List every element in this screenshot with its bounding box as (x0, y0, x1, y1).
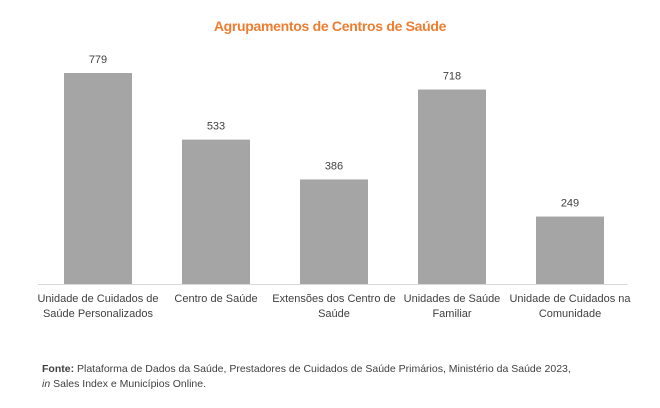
data-label: 779 (89, 54, 107, 66)
source-text-2: Sales Index e Municípios Online. (50, 378, 207, 390)
data-label: 718 (443, 71, 461, 83)
source-note: Fonte: Plataforma de Dados da Saúde, Pre… (42, 362, 571, 392)
category-label: Extensões dos Centro de Saúde (272, 293, 396, 320)
source-in: in (42, 378, 51, 390)
source-label: Fonte: (42, 363, 75, 375)
bar (536, 216, 604, 284)
data-label: 249 (561, 198, 579, 210)
source-text: Plataforma de Dados da Saúde, Prestadore… (74, 363, 571, 375)
bar (300, 179, 368, 284)
category-label: Unidade de Cuidados de Saúde Personaliza… (37, 293, 159, 320)
bar (418, 89, 486, 284)
bar (64, 73, 132, 284)
data-label: 533 (207, 121, 225, 133)
chart-title: Agrupamentos de Centros de Saúde (213, 18, 447, 34)
bar (182, 139, 250, 284)
data-label: 386 (325, 160, 343, 172)
category-label: Centro de Saúde (174, 293, 258, 305)
category-label: Unidade de Cuidados na Comunidade (509, 293, 631, 320)
category-label: Unidades de Saúde Familiar (403, 293, 501, 320)
